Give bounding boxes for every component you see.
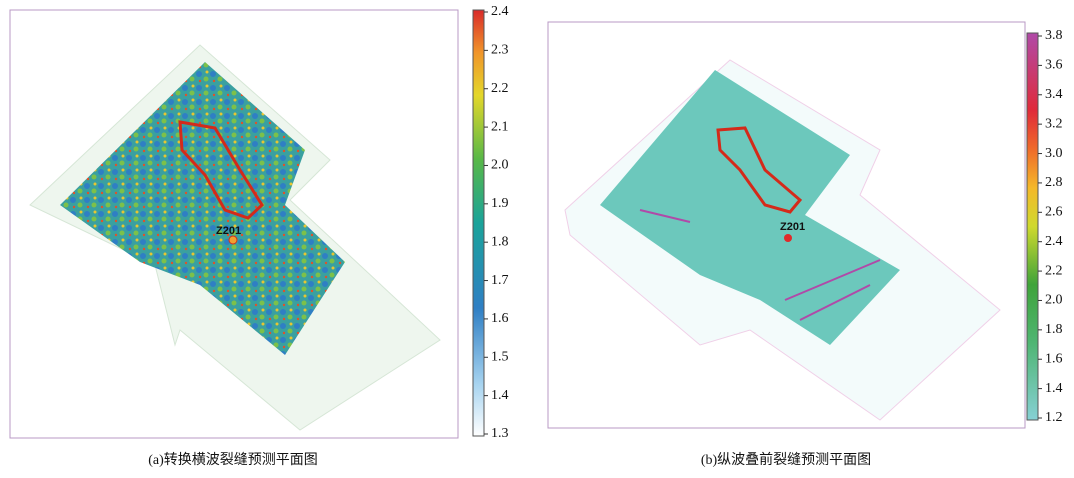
colorbar-tick-label: 2.2 — [491, 81, 509, 96]
colorbar-tick-label: 2.1 — [491, 119, 509, 134]
caption: (b)纵波叠前裂缝预测平面图 — [701, 451, 871, 468]
colorbar-tick-label: 3.6 — [1045, 58, 1063, 73]
colorbar-tick-label: 1.4 — [491, 388, 509, 403]
well-marker — [784, 234, 792, 242]
colorbar-tick-label: 2.4 — [491, 4, 509, 19]
colorbar-tick-label: 1.9 — [491, 196, 509, 211]
colorbar-tick-label: 2.6 — [1045, 205, 1063, 220]
colorbar-tick-label: 1.6 — [1045, 351, 1063, 366]
well-marker — [229, 236, 237, 244]
colorbar-tick-label: 1.5 — [491, 349, 509, 364]
colorbar — [1027, 33, 1038, 420]
colorbar-tick-label: 2.3 — [491, 43, 509, 58]
colorbar-tick-label: 2.0 — [1045, 293, 1063, 308]
colorbar-tick-label: 3.4 — [1045, 87, 1063, 102]
colorbar-tick-label: 2.0 — [491, 158, 509, 173]
colorbar-tick-label: 3.0 — [1045, 146, 1063, 161]
figure: Z201 (a)转换横波裂缝预测平面图 Z201 (b)纵波叠前裂缝预测平面图 … — [0, 0, 1074, 473]
colorbar-tick-label: 1.7 — [491, 273, 509, 288]
well-label: Z201 — [780, 221, 805, 233]
colorbar-tick-label: 1.4 — [1045, 381, 1063, 396]
caption: (a)转换横波裂缝预测平面图 — [148, 451, 318, 468]
colorbar-tick-label: 3.2 — [1045, 116, 1063, 131]
colorbar-tick-label: 1.6 — [491, 311, 509, 326]
colorbar-tick-label: 2.2 — [1045, 263, 1063, 278]
colorbar-tick-label: 2.8 — [1045, 175, 1063, 190]
colorbar — [473, 10, 484, 436]
colorbar-tick-label: 2.4 — [1045, 234, 1063, 249]
colorbar-tick-label: 3.8 — [1045, 28, 1063, 43]
colorbar-tick-label: 1.8 — [1045, 322, 1063, 337]
colorbar-tick-label: 1.3 — [491, 426, 509, 441]
well-label: Z201 — [216, 225, 241, 237]
colorbar-tick-label: 1.2 — [1045, 410, 1063, 425]
colorbar-tick-label: 1.8 — [491, 234, 509, 249]
